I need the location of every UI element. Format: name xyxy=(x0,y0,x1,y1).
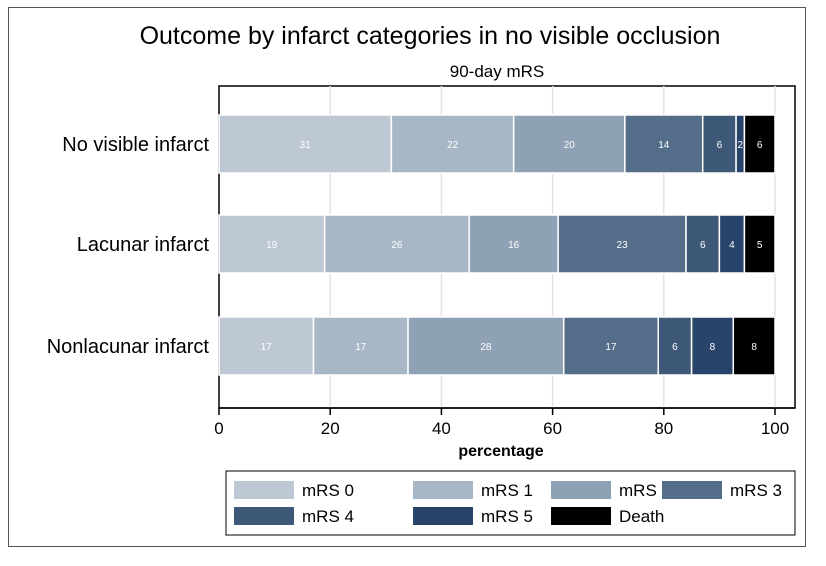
chart-title: Outcome by infarct categories in no visi… xyxy=(140,22,721,50)
x-tick-label: 60 xyxy=(543,419,562,438)
bar-value-label: 28 xyxy=(480,342,492,353)
bar-value-label: 6 xyxy=(672,342,678,353)
x-tick-label: 100 xyxy=(761,419,789,438)
chart-frame xyxy=(8,7,806,547)
legend-swatch-mrs-0 xyxy=(234,481,294,499)
bar-segment-mrs-3 xyxy=(557,214,687,274)
legend-swatch-death xyxy=(551,507,611,525)
bar-segment-death xyxy=(743,114,776,174)
legend-label: mRS 5 xyxy=(481,507,533,526)
legend-swatch-mrs-5 xyxy=(413,507,473,525)
bar-segment-mrs-3 xyxy=(562,316,659,376)
bar-value-label: 16 xyxy=(508,240,520,251)
legend-label: mRS 1 xyxy=(481,481,533,500)
bar-segment-mrs-2 xyxy=(512,114,626,174)
x-tick-label: 0 xyxy=(214,419,223,438)
bar-value-label: 22 xyxy=(447,140,459,151)
category-labels: No visible infarct Lacunar infarct Nonlacu… xyxy=(47,134,210,358)
bar-value-label: 5 xyxy=(757,240,763,251)
bar-segment-mrs-5 xyxy=(690,316,735,376)
bar-value-label: 17 xyxy=(355,342,367,353)
legend-label: mRS 2 xyxy=(619,481,671,500)
bar-value-label: 19 xyxy=(266,240,278,251)
bar-segment-mrs-4 xyxy=(701,114,737,174)
bars: 31 22 20 14 6 2 619 26 16 23 6 4 517 17 28 17 6 8 8 xyxy=(218,114,776,376)
bar-value-label: 6 xyxy=(757,140,763,151)
legend-swatch-mrs-4 xyxy=(234,507,294,525)
legend-label: mRS 3 xyxy=(730,481,782,500)
bar-segment-mrs-1 xyxy=(390,114,515,174)
bar-value-label: 8 xyxy=(751,342,757,353)
bar-value-label: 6 xyxy=(700,240,706,251)
legend-label: mRS 4 xyxy=(302,507,354,526)
bar-value-label: 23 xyxy=(617,240,629,251)
legend-swatch-mrs-1 xyxy=(413,481,473,499)
legend-swatch-mrs-2 xyxy=(551,481,611,499)
x-tick-label: 40 xyxy=(432,419,451,438)
bar-segment-mrs-1 xyxy=(323,214,470,274)
bar-value-label: 2 xyxy=(737,140,743,151)
legend-swatch-mrs-3 xyxy=(662,481,722,499)
bar-segment-death xyxy=(743,214,776,274)
category-label: Nonlacunar infarct xyxy=(47,336,210,358)
bar-value-label: 17 xyxy=(261,342,273,353)
x-tick-label: 80 xyxy=(654,419,673,438)
bar-value-label: 4 xyxy=(729,240,735,251)
x-axis: 0 20 40 60 80 100 xyxy=(214,407,795,438)
category-label: No visible infarct xyxy=(62,134,209,156)
chart-subtitle: 90-day mRS xyxy=(450,62,544,81)
bar-value-label: 31 xyxy=(300,140,312,151)
category-label: Lacunar infarct xyxy=(77,234,210,256)
x-tick-label: 20 xyxy=(321,419,340,438)
bar-segment-mrs-0 xyxy=(218,316,315,376)
bar-segment-mrs-2 xyxy=(407,316,565,376)
legend-label: mRS 0 xyxy=(302,481,354,500)
bar-segment-death xyxy=(732,316,776,376)
bar-segment-mrs-5 xyxy=(718,214,746,274)
bar-segment-mrs-4 xyxy=(657,316,693,376)
bar-value-label: 14 xyxy=(658,140,670,151)
bar-segment-mrs-1 xyxy=(312,316,409,376)
bar-value-label: 8 xyxy=(710,342,716,353)
bar-value-label: 26 xyxy=(391,240,403,251)
legend-label: Death xyxy=(619,507,664,526)
bar-value-label: 17 xyxy=(605,342,617,353)
legend: mRS 0 mRS 1 mRS 2 mRS 3 mRS 4 mRS 5 Death xyxy=(225,470,796,536)
x-axis-label: percentage xyxy=(458,443,543,460)
bar-segment-mrs-3 xyxy=(624,114,704,174)
bar-value-label: 20 xyxy=(564,140,576,151)
bar-value-label: 6 xyxy=(717,140,723,151)
